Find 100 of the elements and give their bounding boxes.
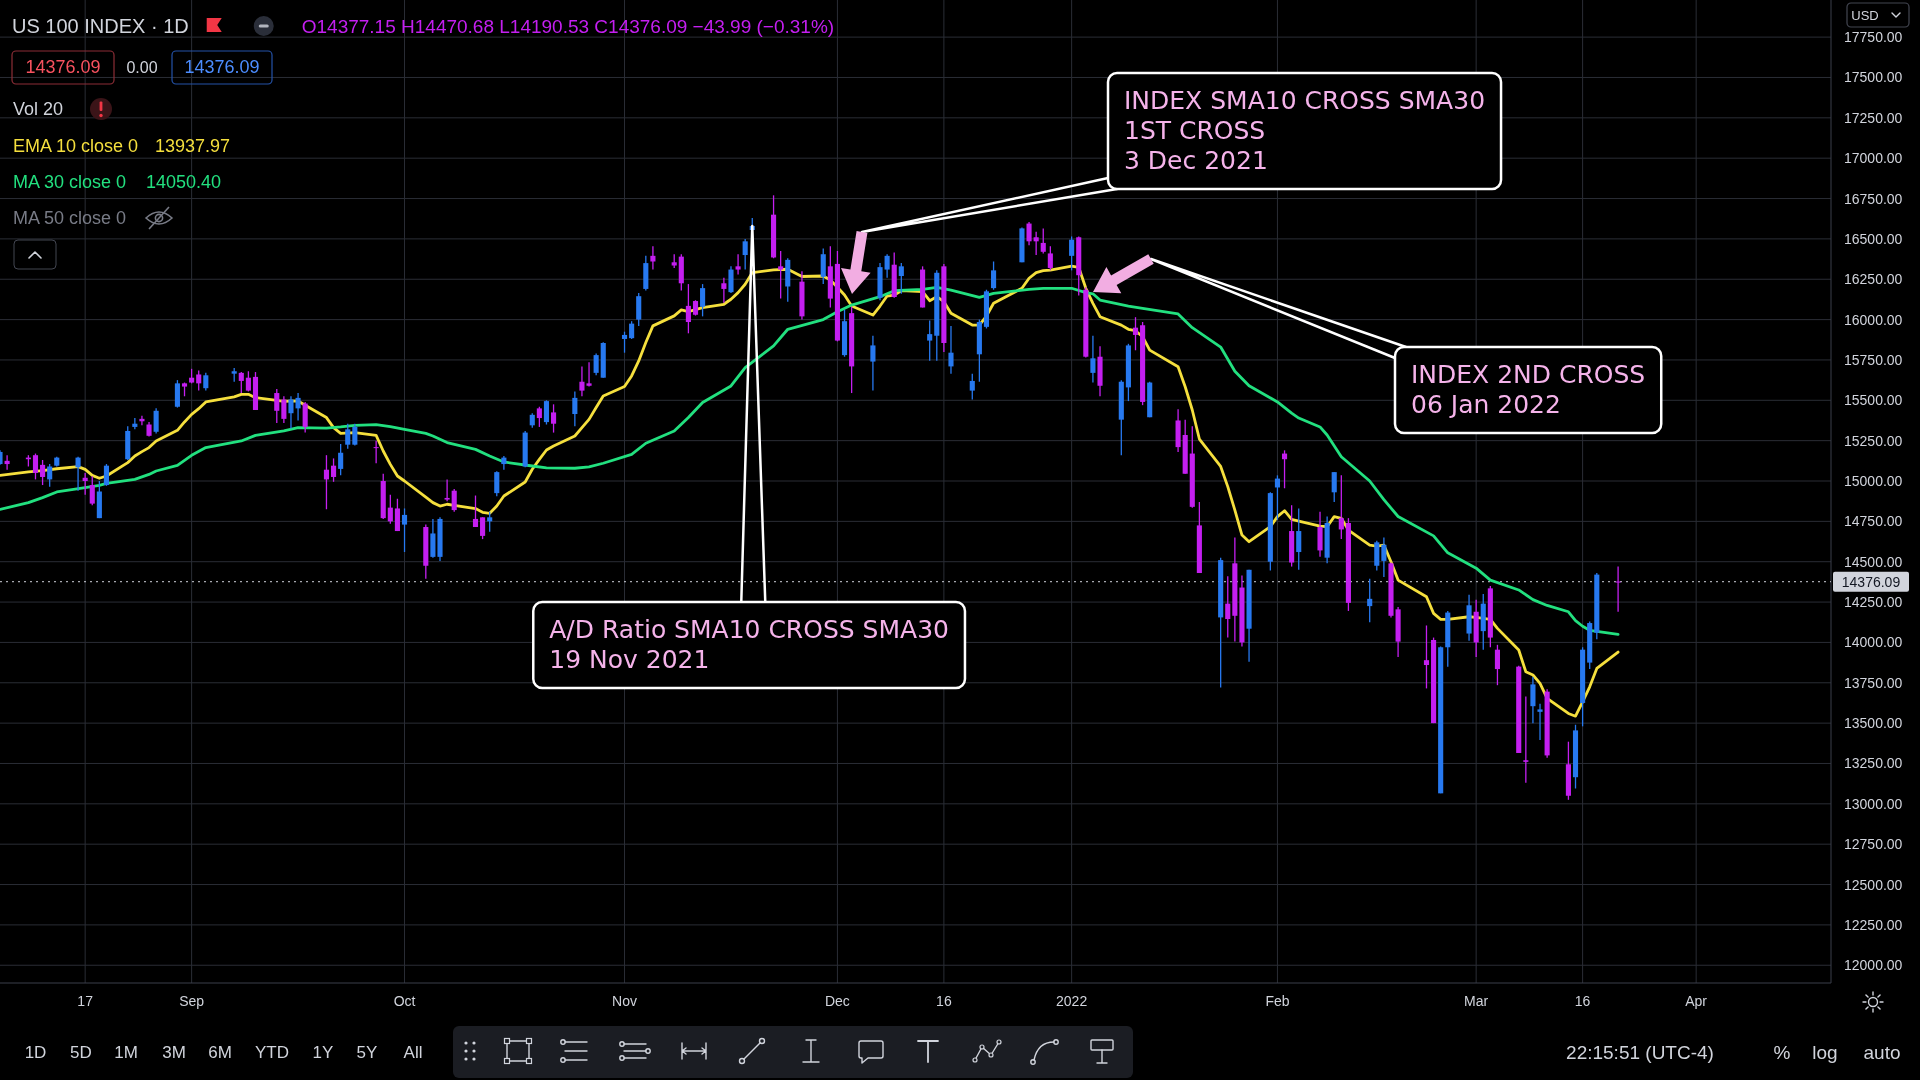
text: log (1812, 1041, 1838, 1063)
candlestick (1033, 230, 1039, 256)
x-tick-label: 2022 (1056, 993, 1088, 1009)
candlestick (1225, 575, 1231, 639)
text: 22:15:51 (UTC-4) (1566, 1041, 1714, 1063)
candlestick (174, 379, 180, 409)
candlestick (1367, 578, 1373, 623)
annotation: 0.00 (126, 58, 158, 76)
candlestick (345, 423, 351, 450)
y-tick-label: 16000.00 (1844, 311, 1903, 328)
annotation: 14376.09 (184, 57, 260, 77)
candlestick (1040, 227, 1046, 255)
candlestick (898, 262, 904, 295)
y-tick-label: 16750.00 (1844, 190, 1903, 207)
annotation: 14376.09 (25, 57, 101, 77)
candlestick (302, 401, 308, 434)
annotation: 13937.97 (155, 136, 231, 156)
y-tick-label: 15750.00 (1844, 351, 1903, 368)
y-tick-label: 13000.00 (1844, 795, 1903, 812)
x-tick-label: Apr (1685, 993, 1708, 1009)
y-tick-label: 13750.00 (1844, 674, 1903, 691)
candlestick (1296, 507, 1302, 571)
y-tick-label: 12750.00 (1844, 836, 1903, 853)
candlestick (721, 276, 727, 304)
candlestick (820, 247, 826, 285)
candlestick (593, 352, 599, 376)
candlestick (1537, 703, 1543, 741)
y-tick-label: 15000.00 (1844, 473, 1903, 490)
candlestick (387, 494, 393, 525)
x-tick-label: Nov (612, 993, 637, 1009)
y-tick-label: 12500.00 (1844, 876, 1903, 893)
text: 3M (162, 1042, 186, 1062)
text: US 100 INDEX · 1D (12, 15, 189, 37)
candlestick (1026, 221, 1032, 246)
candlestick (494, 470, 500, 497)
x-tick-label: Oct (393, 993, 416, 1009)
y-tick-label: 14250.00 (1844, 594, 1903, 611)
x-tick-label: 16 (1574, 993, 1591, 1009)
candlestick (323, 454, 330, 510)
y-tick-label: 16250.00 (1844, 271, 1903, 288)
text: USD (1851, 7, 1879, 23)
candlestick (47, 463, 53, 488)
y-tick-label: 16500.00 (1844, 230, 1903, 247)
y-tick-label: 15250.00 (1844, 432, 1903, 449)
text: O14377.15 H14470.68 L14190.53 C14376.09 −43.99 (−0.31%) (301, 15, 835, 37)
candlestick (1317, 511, 1323, 558)
candlestick (338, 443, 344, 477)
y-tick-label: 17500.00 (1844, 69, 1903, 86)
text: 1D (24, 1042, 47, 1062)
candlestick (1069, 235, 1075, 272)
candlestick (1615, 565, 1621, 613)
text: % (1773, 1041, 1791, 1063)
candlestick (1090, 335, 1096, 384)
annotation: INDEX SMA10 CROSS SMA30 1ST CROSS 3 Dec 2021 (1124, 86, 1486, 175)
candlestick (75, 456, 81, 492)
text: EMA 10 close 0 (13, 136, 139, 156)
candlestick (551, 403, 557, 434)
x-tick-label: Feb (1265, 993, 1290, 1009)
candlestick (40, 459, 46, 486)
text: 5Y (356, 1042, 378, 1062)
y-tick-label: 17250.00 (1844, 109, 1903, 126)
x-tick-label: Dec (824, 993, 850, 1009)
annotation: 14050.40 (146, 172, 222, 192)
text: YTD (255, 1042, 289, 1062)
text: All (403, 1042, 423, 1062)
candlestick (4, 454, 10, 471)
candlestick (1494, 644, 1500, 686)
candlestick (700, 283, 706, 318)
x-tick-label: 16 (936, 993, 952, 1009)
candlestick (472, 494, 479, 528)
candlestick (536, 406, 542, 428)
candlestick (543, 399, 550, 426)
y-tick-label: 17750.00 (1844, 29, 1903, 46)
text: 1M (114, 1042, 138, 1062)
candlestick (621, 331, 628, 354)
text: auto (1863, 1041, 1901, 1063)
candlestick (1530, 676, 1536, 724)
ref-line-label: 14376.09 (1841, 573, 1901, 590)
candlestick (430, 518, 436, 559)
candlestick (82, 472, 88, 496)
annotation: MA 50 close 0 (13, 208, 127, 228)
candlestick (927, 319, 933, 362)
candlestick (32, 452, 39, 481)
candlestick (969, 373, 975, 401)
candlestick (480, 516, 486, 540)
candlestick (153, 407, 159, 435)
candlestick (735, 253, 741, 276)
y-tick-label: 15500.00 (1844, 392, 1903, 409)
candlestick (401, 507, 408, 553)
candlestick (991, 260, 997, 291)
candlestick (948, 325, 954, 375)
y-tick-label: 13250.00 (1844, 755, 1903, 772)
candlestick (1423, 624, 1430, 690)
candlestick (274, 388, 280, 424)
candlestick (572, 390, 578, 427)
candlestick (685, 283, 691, 334)
text: MA 30 close 0 (13, 172, 127, 192)
candlestick (331, 457, 337, 483)
candlestick (884, 253, 890, 279)
annotation: INDEX 2ND CROSS 06 Jan 2022 (1411, 360, 1646, 419)
